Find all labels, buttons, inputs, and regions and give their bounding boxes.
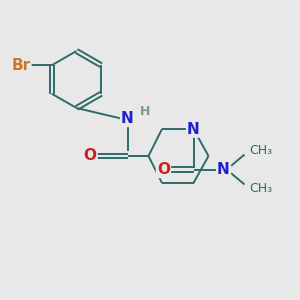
Text: O: O <box>83 148 97 164</box>
Text: N: N <box>217 162 230 177</box>
Text: CH₃: CH₃ <box>249 182 272 196</box>
Text: CH₃: CH₃ <box>249 143 272 157</box>
Text: H: H <box>140 105 151 118</box>
Text: O: O <box>157 162 170 177</box>
Text: Br: Br <box>11 58 31 73</box>
Text: N: N <box>121 111 134 126</box>
Text: N: N <box>187 122 200 136</box>
